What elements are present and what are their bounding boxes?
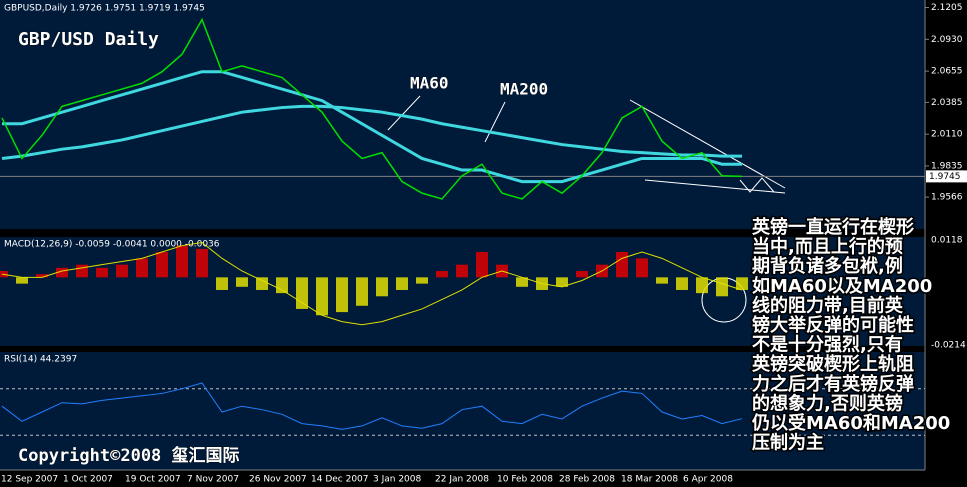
commentary-line: 英镑突破楔形上轨阻 [751,353,914,375]
y-tick-label: 2.0930 [931,35,963,45]
y-tick-label: 1.9566 [931,193,963,203]
macd-header: MACD(12,26,9) -0.0059 -0.0041 0.0000 -0.… [4,240,220,250]
chart-title: GBP/USD Daily [18,29,159,50]
y-tick-label: 0.0118 [931,236,963,246]
x-tick-label: 6 Apr 2008 [683,475,733,485]
histogram-bar [96,267,108,278]
y-tick-label: 2.0655 [931,67,963,77]
x-tick-label: 26 Nov 2007 [249,475,307,485]
histogram-bar [396,277,408,290]
histogram-bar [336,277,348,313]
histogram-bar [656,277,668,284]
histogram-bar [236,277,248,287]
x-tick-label: 18 Mar 2008 [621,475,678,485]
x-tick-label: 7 Nov 2007 [187,475,239,485]
histogram-bar [356,277,368,306]
commentary-line: 线的阻力带,目前英 [752,294,904,316]
copyright: Copyright©2008 玺汇国际 [18,445,240,466]
histogram-bar [436,270,448,278]
histogram-bar [76,264,88,278]
histogram-bar [556,277,568,287]
rsi-line [1,382,743,430]
x-tick-label: 3 Jan 2008 [373,475,421,485]
wedge-lower [644,179,786,194]
y-tick-label: 2.1205 [931,3,963,13]
pointer [387,95,421,131]
commentary-line: 期背负诸多包袱,例 [752,255,903,277]
price-header: GBPUSD,Daily 1.9726 1.9751 1.9719 1.9745 [4,4,205,14]
histogram-bar [276,277,288,294]
y-tick-label: -0.0214 [931,341,966,351]
wedge-projection [739,177,775,193]
last-price-label: 1.9745 [929,172,961,182]
y-tick-label: 1.9835 [931,161,963,171]
x-tick-label: 28 Feb 2008 [559,475,615,485]
commentary-line: 的想象力,否则英镑 [752,392,903,414]
histogram-bar [416,277,428,284]
histogram-bar [676,277,688,290]
rsi-header: RSI(14) 44.2397 [4,355,77,365]
pointer [484,101,506,143]
histogram-bar [616,252,628,278]
x-tick-label: 14 Dec 2007 [311,475,369,485]
commentary-line: 英镑一直运行在楔形 [751,216,914,238]
commentary-line: 镑大举反弹的可能性 [752,314,914,336]
ma-line [1,104,742,160]
macd-panel [0,237,925,346]
price-panel [0,0,925,229]
y-tick-label: 2.0385 [931,98,963,108]
histogram-bar [176,245,188,278]
histogram-bar [56,267,68,278]
x-tick-label: 10 Feb 2008 [497,475,553,485]
histogram-bar [636,258,648,278]
histogram-bar [296,277,308,309]
histogram-bar [736,277,748,290]
commentary-line: 不是十分强烈,只有 [752,334,903,356]
histogram-bar [196,248,208,278]
last-price-box [926,170,967,183]
annotation: MA60 [410,74,449,93]
wedge-upper [629,99,786,189]
histogram-bar [36,274,48,278]
ma-line [2,70,742,184]
histogram-bar [16,277,28,284]
histogram-bar [256,277,268,290]
histogram-bar [136,258,148,278]
histogram-bar [716,277,728,297]
x-tick-label: 12 Sep 2007 [1,475,58,485]
x-tick-label: 22 Jan 2008 [435,475,489,485]
commentary-line: 如MA60以及MA200 [752,275,932,297]
histogram-bar [316,277,328,316]
commentary-line: 当中,而且上行的预 [752,236,903,258]
histogram-bar [576,270,588,278]
histogram-bar [516,277,528,287]
annotation: MA200 [500,80,548,99]
histogram-bar [476,252,488,278]
histogram-bar [116,264,128,278]
signal-line [1,242,743,326]
price-line [1,17,743,200]
commentary-line: 仍以受MA60和MA200 [751,412,950,434]
x-tick-label: 1 Oct 2007 [63,475,113,485]
y-tick-label: 2.0110 [931,130,963,140]
histogram-bar [156,252,168,278]
histogram-bar [376,277,388,297]
histogram-bar [456,264,468,278]
commentary-line: 压制为主 [752,432,824,454]
histogram-bar [216,277,228,290]
x-tick-label: 19 Oct 2007 [125,475,181,485]
commentary-line: 力之后才有英镑反弹 [752,373,914,395]
rsi-panel [0,352,925,470]
histogram-bar [696,277,708,294]
